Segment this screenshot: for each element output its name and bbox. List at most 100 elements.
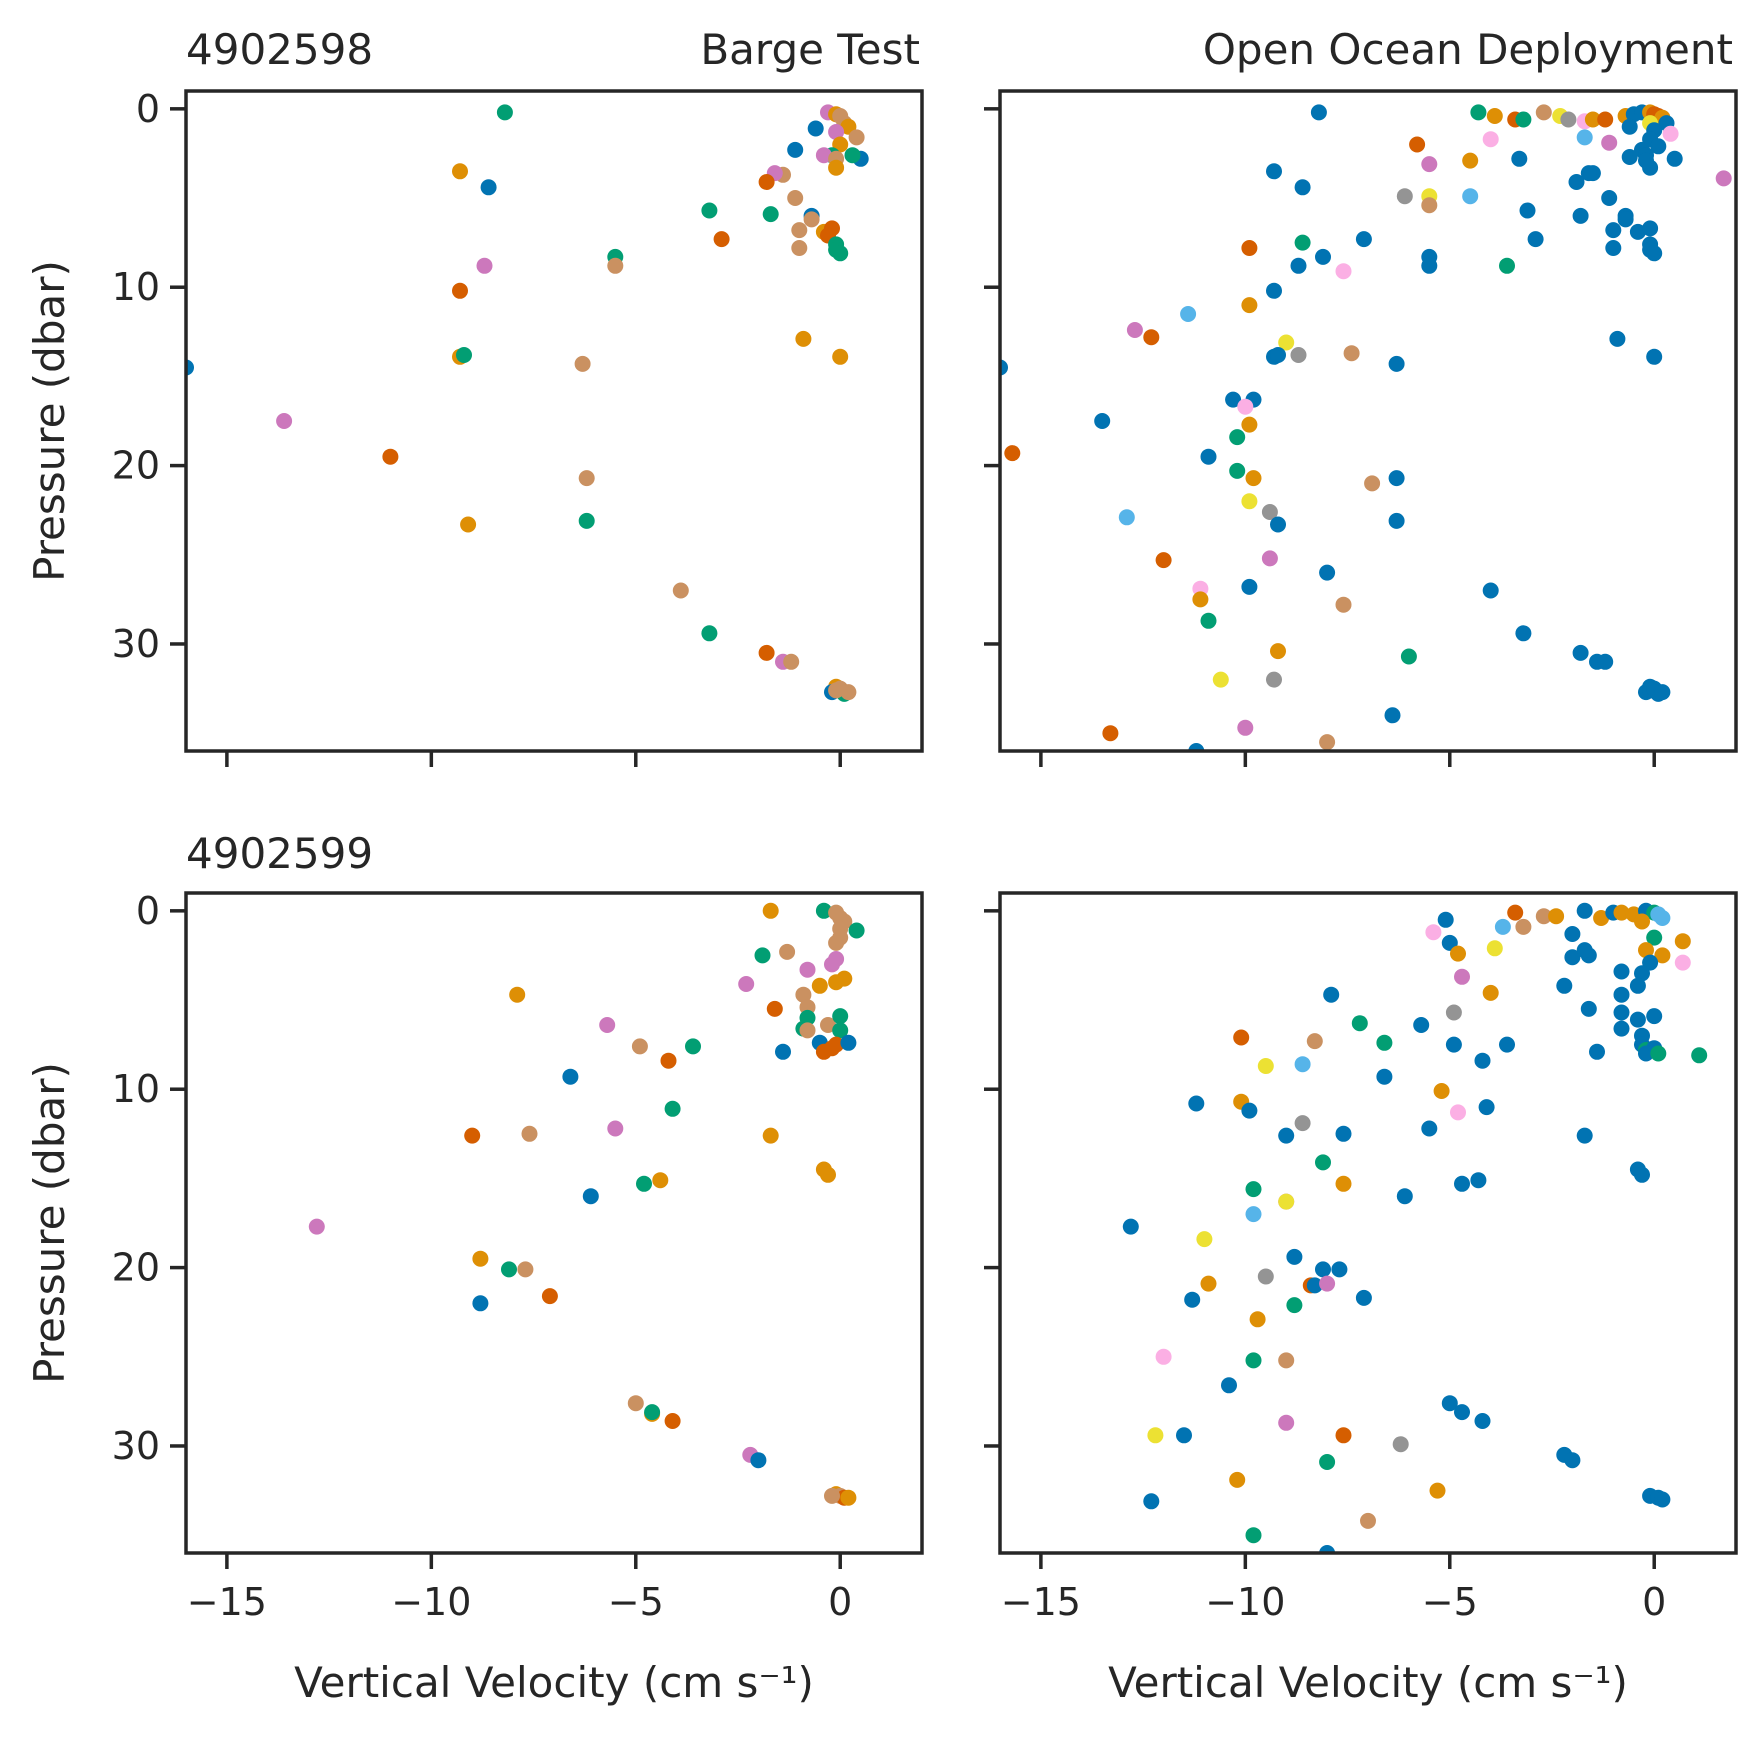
data-point	[1355, 231, 1372, 248]
data-point	[1650, 1045, 1667, 1062]
data-point	[1535, 104, 1552, 121]
data-point	[1323, 986, 1340, 1003]
data-point	[1278, 1352, 1295, 1369]
data-point	[1421, 257, 1438, 274]
data-point	[799, 961, 816, 978]
data-point	[1605, 222, 1622, 239]
x-tick-label: 0	[1642, 1580, 1666, 1624]
data-point	[1421, 1120, 1438, 1137]
data-point	[476, 257, 493, 274]
data-point	[1421, 156, 1438, 173]
data-point	[382, 448, 399, 465]
data-point	[1515, 918, 1532, 935]
data-point	[1392, 1436, 1409, 1453]
data-point	[1597, 653, 1614, 670]
data-point	[1535, 908, 1552, 925]
data-point	[607, 257, 624, 274]
data-point	[1143, 329, 1160, 346]
data-point	[1335, 1125, 1352, 1142]
data-point	[1638, 152, 1654, 169]
x-tick-label: −10	[1205, 1580, 1285, 1624]
data-point	[1319, 734, 1336, 751]
y-tick-label: 30	[112, 622, 160, 666]
data-point	[1396, 1188, 1413, 1205]
data-point	[452, 163, 468, 180]
data-point	[795, 986, 812, 1003]
data-point	[1335, 1427, 1352, 1444]
data-point	[1646, 929, 1663, 946]
data-point	[1249, 1311, 1266, 1328]
data-point	[1376, 1034, 1393, 1051]
data-point	[636, 1175, 652, 1192]
y-tick-label: 10	[112, 265, 160, 309]
data-point	[750, 1452, 767, 1469]
data-point	[1580, 1000, 1597, 1017]
data-point	[807, 120, 824, 137]
data-point	[1691, 1047, 1708, 1064]
data-point	[1278, 334, 1295, 351]
data-point	[562, 1068, 579, 1085]
data-point	[1335, 1175, 1352, 1192]
x-tick-label: −10	[391, 1580, 471, 1624]
data-point	[1241, 416, 1258, 433]
data-point	[1629, 1011, 1646, 1028]
data-point	[521, 1125, 538, 1142]
data-point	[1597, 111, 1614, 128]
data-point	[820, 1166, 836, 1183]
data-point	[1515, 111, 1532, 128]
axes-frame	[184, 89, 924, 753]
data-point	[1445, 1036, 1462, 1053]
panels: 0 10 20 30 Pressure (dbar) −15 −10 −5 0 0 10 20 30 Pr…	[25, 87, 1738, 1707]
points-group	[308, 902, 865, 1506]
data-point	[1343, 345, 1360, 362]
data-point	[1245, 1206, 1262, 1223]
data-point	[1638, 1045, 1654, 1062]
data-point	[811, 977, 828, 994]
data-point	[1290, 257, 1307, 274]
x-tick-label: −5	[608, 1580, 664, 1624]
data-point	[1674, 954, 1691, 971]
x-axis-label: Vertical Velocity (cm s⁻¹)	[1108, 1658, 1628, 1707]
data-point	[1450, 1104, 1466, 1121]
data-point	[1499, 1036, 1515, 1053]
data-point	[1470, 1172, 1487, 1189]
data-point	[1462, 152, 1479, 169]
data-point	[1188, 743, 1205, 751]
data-point	[1319, 1454, 1336, 1470]
data-point	[472, 1295, 489, 1312]
scatter-panel-3: −15 −10 −5 0 0 10 20 30 Pressure (dbar) Vertical …	[25, 889, 924, 1707]
data-point	[1486, 940, 1503, 957]
data-point	[574, 355, 591, 372]
data-point	[787, 141, 804, 158]
data-point	[1576, 902, 1593, 919]
data-point	[1278, 1414, 1295, 1431]
data-point	[1286, 1248, 1303, 1265]
data-point	[1605, 240, 1622, 256]
data-point	[1482, 582, 1499, 599]
data-point	[1396, 188, 1413, 205]
data-point	[828, 159, 845, 176]
data-point	[1266, 282, 1282, 299]
x-tick-label: −5	[1422, 1580, 1478, 1624]
data-point	[1192, 591, 1209, 608]
data-point	[1229, 429, 1246, 446]
data-point	[1286, 1297, 1303, 1314]
data-point	[1621, 118, 1638, 135]
data-point	[832, 1022, 849, 1039]
data-point	[1454, 968, 1470, 985]
data-point	[1315, 1154, 1331, 1171]
data-point	[1155, 552, 1172, 569]
data-point	[1560, 111, 1577, 128]
data-point	[1290, 347, 1307, 363]
data-point	[840, 1489, 857, 1506]
data-point	[1482, 131, 1499, 148]
data-point	[1241, 240, 1258, 256]
data-point	[1319, 564, 1336, 581]
data-point	[1613, 1004, 1630, 1021]
data-point	[501, 1261, 517, 1278]
data-point	[1580, 165, 1597, 182]
data-point	[791, 240, 808, 256]
x-axis-label: Vertical Velocity (cm s⁻¹)	[294, 1658, 814, 1707]
data-point	[1634, 965, 1650, 982]
data-point	[1147, 1427, 1164, 1444]
